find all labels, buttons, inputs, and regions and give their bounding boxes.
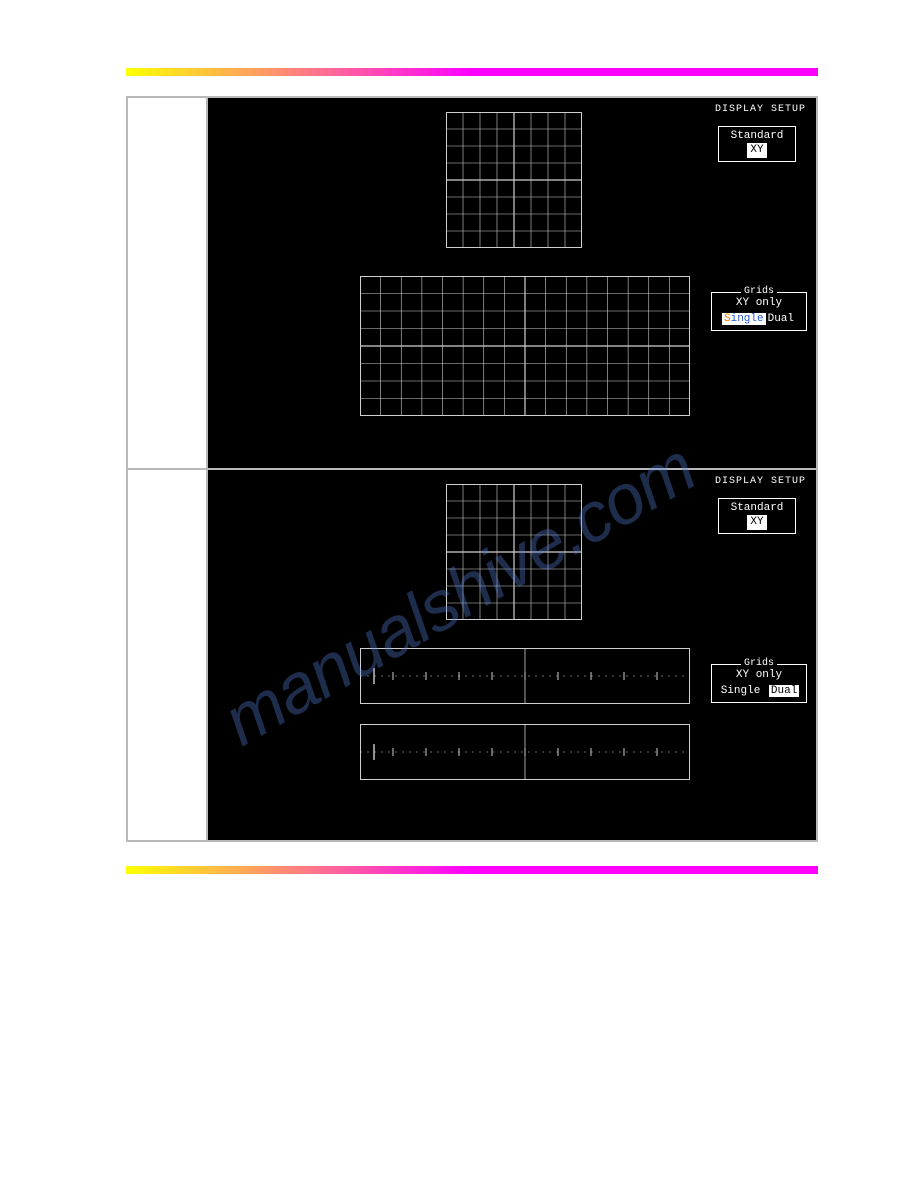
grids-subtitle: XY only: [715, 296, 803, 310]
grids-menu-box[interactable]: Grids XY only SingleDual: [711, 292, 807, 331]
option-dual-2[interactable]: Dual: [769, 685, 799, 697]
row-dual: DISPLAY SETUP Standard XY Grids XY only …: [128, 470, 816, 840]
standard-label: Standard: [723, 129, 791, 143]
display-setup-title: DISPLAY SETUP: [715, 104, 806, 115]
xy-selected-2[interactable]: XY: [747, 515, 766, 529]
square-grid-top-2: [446, 484, 582, 620]
option-single-2[interactable]: Single: [719, 685, 763, 697]
grids-menu-box-2[interactable]: Grids XY only Single Dual: [711, 664, 807, 703]
scope-panel-single: DISPLAY SETUP Standard XY Grids XY only …: [208, 98, 816, 468]
left-spacer-1: [128, 98, 208, 468]
option-dual[interactable]: Dual: [766, 313, 796, 325]
grids-options-2: Single Dual: [715, 684, 803, 698]
row-single: DISPLAY SETUP Standard XY Grids XY only …: [128, 98, 816, 470]
gradient-bar-top: [126, 68, 818, 76]
scope-panel-dual: DISPLAY SETUP Standard XY Grids XY only …: [208, 470, 816, 840]
frame: DISPLAY SETUP Standard XY Grids XY only …: [126, 96, 818, 842]
standard-xy-box-2[interactable]: Standard XY: [718, 498, 796, 534]
grids-options: SingleDual: [715, 312, 803, 326]
dual-strips: [360, 648, 690, 780]
display-setup-title-2: DISPLAY SETUP: [715, 476, 806, 487]
grids-subtitle-2: XY only: [715, 668, 803, 682]
standard-xy-box[interactable]: Standard XY: [718, 126, 796, 162]
square-grid-top: [446, 112, 582, 248]
wide-grid-single: [360, 276, 690, 416]
xy-selected[interactable]: XY: [747, 143, 766, 157]
grids-title-text: Grids: [741, 286, 777, 297]
gradient-bar-bottom: [126, 866, 818, 874]
standard-label-2: Standard: [723, 501, 791, 515]
left-spacer-2: [128, 470, 208, 840]
grids-title-text-2: Grids: [741, 658, 777, 669]
option-single[interactable]: Single: [722, 313, 766, 325]
